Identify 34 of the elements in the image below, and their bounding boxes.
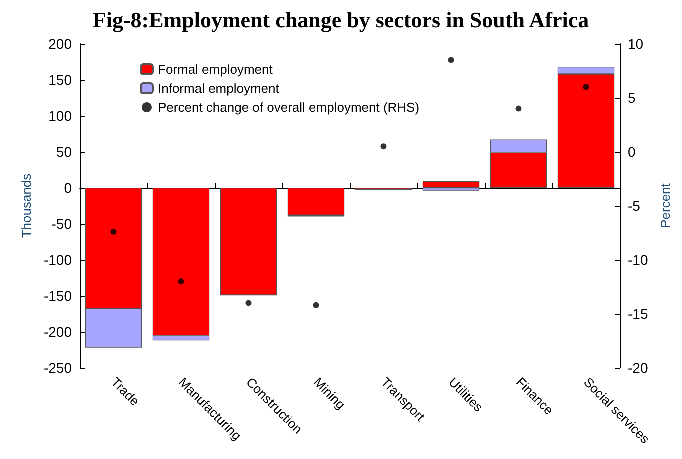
y2-tick-label: 10	[628, 36, 644, 52]
point	[516, 106, 522, 112]
bar	[422, 182, 480, 188]
y2-tick-label: -5	[628, 198, 641, 214]
legend-label: Formal employment	[158, 62, 274, 77]
y2-axis-title: Percent	[658, 183, 674, 228]
y2-tick-label: -10	[628, 252, 648, 268]
y2-tick-label: 5	[628, 90, 636, 106]
y-tick-label: 50	[56, 144, 72, 160]
y2-tick-label: -15	[628, 306, 648, 322]
y-tick-label: 100	[48, 108, 72, 124]
y-tick-label: 150	[48, 72, 72, 88]
y-tick-label: 200	[48, 36, 72, 52]
y-tick-label: -150	[44, 288, 72, 304]
point	[110, 228, 117, 235]
y-tick-label: 0	[64, 180, 72, 196]
chart-title: Fig-8:Employment change by sectors in South Africa	[92, 8, 590, 32]
point	[583, 84, 590, 90]
point	[313, 302, 320, 308]
point	[246, 300, 252, 306]
legend-label: Percent change of overall employment (RHS)	[158, 100, 420, 115]
y-tick-label: -200	[44, 324, 72, 340]
y-tick-label: -100	[44, 252, 72, 268]
y-axis-title: Thousands	[19, 173, 34, 238]
point	[448, 57, 454, 64]
y-tick-label: -250	[44, 360, 72, 376]
bar	[288, 188, 345, 216]
point	[178, 278, 184, 285]
bar	[220, 188, 278, 296]
point	[380, 144, 387, 150]
legend-label: Informal employment	[158, 81, 280, 96]
y2-tick-label: -20	[628, 360, 648, 376]
y-tick-label: -50	[52, 216, 72, 232]
y2-tick-label: 0	[628, 144, 636, 160]
